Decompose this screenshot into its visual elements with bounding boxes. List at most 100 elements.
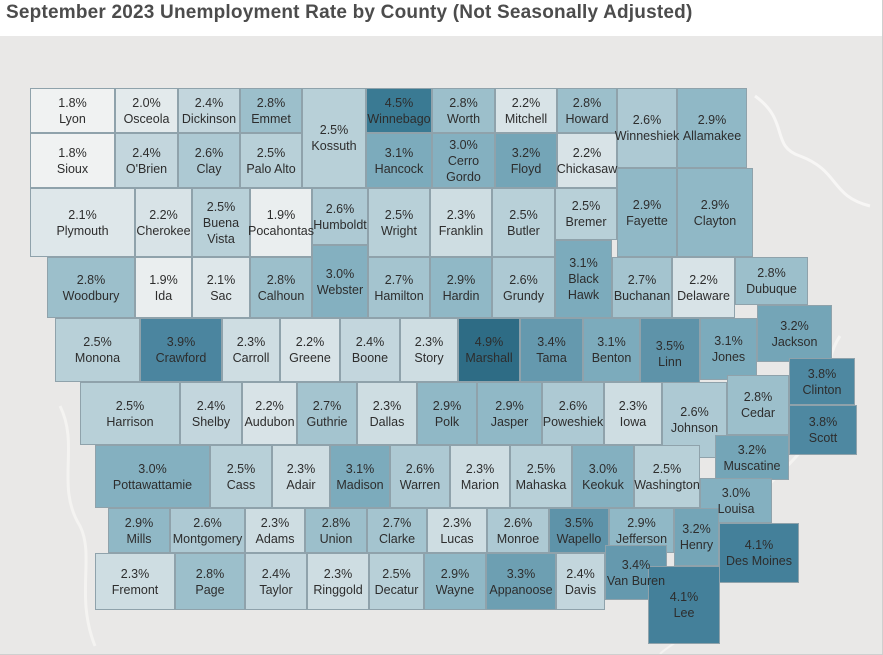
- county-buena-vista[interactable]: 2.5% Buena Vista: [192, 188, 250, 257]
- county-chickasaw[interactable]: 2.2% Chickasaw: [557, 133, 617, 188]
- county-page[interactable]: 2.8% Page: [175, 553, 245, 610]
- county-fayette[interactable]: 2.9% Fayette: [617, 168, 677, 257]
- county-ringgold[interactable]: 2.3% Ringgold: [307, 553, 369, 610]
- county-carroll[interactable]: 2.3% Carroll: [222, 318, 280, 382]
- county-jasper[interactable]: 2.9% Jasper: [477, 382, 542, 445]
- county-sioux[interactable]: 1.8% Sioux: [30, 133, 115, 188]
- county-polk[interactable]: 2.9% Polk: [417, 382, 477, 445]
- county-davis[interactable]: 2.4% Davis: [556, 553, 605, 610]
- county-monroe[interactable]: 2.6% Monroe: [487, 508, 549, 553]
- county-crawford[interactable]: 3.9% Crawford: [140, 318, 222, 382]
- county-wapello[interactable]: 3.5% Wapello: [549, 508, 609, 553]
- county-appanoose[interactable]: 3.3% Appanoose: [486, 553, 556, 610]
- county-boone[interactable]: 2.4% Boone: [340, 318, 400, 382]
- county-shelby[interactable]: 2.4% Shelby: [180, 382, 242, 445]
- county-clarke[interactable]: 2.7% Clarke: [367, 508, 427, 553]
- county-clinton[interactable]: 3.8% Clinton: [789, 358, 855, 405]
- county-harrison[interactable]: 2.5% Harrison: [80, 382, 180, 445]
- county-humboldt[interactable]: 2.6% Humboldt: [312, 188, 368, 245]
- county-delaware[interactable]: 2.2% Delaware: [672, 257, 735, 318]
- county-winnebago[interactable]: 4.5% Winnebago: [366, 88, 432, 133]
- county-palo-alto[interactable]: 2.5% Palo Alto: [240, 133, 302, 188]
- county-plymouth[interactable]: 2.1% Plymouth: [30, 188, 135, 257]
- county-ida[interactable]: 1.9% Ida: [135, 257, 192, 318]
- county-poweshiek[interactable]: 2.6% Poweshiek: [542, 382, 604, 445]
- county-lyon[interactable]: 1.8% Lyon: [30, 88, 115, 133]
- county-woodbury[interactable]: 2.8% Woodbury: [47, 257, 135, 318]
- county-iowa[interactable]: 2.3% Iowa: [604, 382, 662, 445]
- county-lee[interactable]: 4.1% Lee: [648, 566, 720, 644]
- county-wright[interactable]: 2.5% Wright: [368, 188, 430, 257]
- county-pottawattamie[interactable]: 3.0% Pottawattamie: [95, 445, 210, 508]
- county-tama[interactable]: 3.4% Tama: [520, 318, 583, 382]
- county-taylor[interactable]: 2.4% Taylor: [245, 553, 307, 610]
- county-keokuk[interactable]: 3.0% Keokuk: [572, 445, 634, 508]
- county-worth[interactable]: 2.8% Worth: [432, 88, 495, 133]
- county-decatur[interactable]: 2.5% Decatur: [369, 553, 424, 610]
- county-mitchell[interactable]: 2.2% Mitchell: [495, 88, 557, 133]
- county-sac[interactable]: 2.1% Sac: [192, 257, 250, 318]
- county-lucas[interactable]: 2.3% Lucas: [427, 508, 487, 553]
- county-mahaska[interactable]: 2.5% Mahaska: [510, 445, 572, 508]
- county-washington[interactable]: 2.5% Washington: [634, 445, 700, 508]
- county-dallas[interactable]: 2.3% Dallas: [357, 382, 417, 445]
- county-webster[interactable]: 3.0% Webster: [312, 245, 368, 318]
- county-floyd[interactable]: 3.2% Floyd: [495, 133, 557, 188]
- county-emmet[interactable]: 2.8% Emmet: [240, 88, 302, 133]
- county-greene[interactable]: 2.2% Greene: [280, 318, 340, 382]
- county-winneshiek[interactable]: 2.6% Winneshiek: [615, 88, 679, 168]
- county-kossuth[interactable]: 2.5% Kossuth: [302, 88, 366, 188]
- county-madison[interactable]: 3.1% Madison: [330, 445, 390, 508]
- county-linn[interactable]: 3.5% Linn: [640, 318, 700, 390]
- county-bremer[interactable]: 2.5% Bremer: [555, 188, 617, 240]
- county-buchanan[interactable]: 2.7% Buchanan: [612, 257, 672, 318]
- county-allamakee[interactable]: 2.9% Allamakee: [677, 88, 747, 168]
- county-osceola[interactable]: 2.0% Osceola: [115, 88, 178, 133]
- county-adair[interactable]: 2.3% Adair: [272, 445, 330, 508]
- county-van-buren[interactable]: 3.4% Van Buren: [605, 545, 667, 600]
- county-louisa[interactable]: 3.0% Louisa: [700, 478, 772, 523]
- county-pocahontas[interactable]: 1.9% Pocahontas: [248, 188, 314, 257]
- county-jones[interactable]: 3.1% Jones: [700, 318, 757, 380]
- county-audubon[interactable]: 2.2% Audubon: [242, 382, 297, 445]
- county-fremont[interactable]: 2.3% Fremont: [95, 553, 175, 610]
- county-hardin[interactable]: 2.9% Hardin: [430, 257, 492, 318]
- county-grundy[interactable]: 2.6% Grundy: [492, 257, 555, 318]
- county-marshall[interactable]: 4.9% Marshall: [458, 318, 520, 382]
- county-cedar[interactable]: 2.8% Cedar: [727, 375, 789, 435]
- county-dickinson[interactable]: 2.4% Dickinson: [178, 88, 240, 133]
- county-cass[interactable]: 2.5% Cass: [210, 445, 272, 508]
- county-marion[interactable]: 2.3% Marion: [450, 445, 510, 508]
- county-cherokee[interactable]: 2.2% Cherokee: [135, 188, 192, 257]
- county-clay[interactable]: 2.6% Clay: [178, 133, 240, 188]
- county-clayton[interactable]: 2.9% Clayton: [677, 168, 753, 257]
- county-warren[interactable]: 2.6% Warren: [390, 445, 450, 508]
- county-obrien[interactable]: 2.4% O'Brien: [115, 133, 178, 188]
- county-montgomery[interactable]: 2.6% Montgomery: [170, 508, 245, 553]
- county-benton[interactable]: 3.1% Benton: [583, 318, 640, 382]
- county-adams[interactable]: 2.3% Adams: [245, 508, 305, 553]
- county-story[interactable]: 2.3% Story: [400, 318, 458, 382]
- county-guthrie[interactable]: 2.7% Guthrie: [297, 382, 357, 445]
- county-henry[interactable]: 3.2% Henry: [674, 508, 719, 566]
- county-label: 2.5% Buena Vista: [189, 199, 253, 247]
- county-calhoun[interactable]: 2.8% Calhoun: [250, 257, 312, 318]
- county-hamilton[interactable]: 2.7% Hamilton: [368, 257, 430, 318]
- county-hancock[interactable]: 3.1% Hancock: [366, 133, 432, 188]
- county-union[interactable]: 2.8% Union: [305, 508, 367, 553]
- county-des-moines[interactable]: 4.1% Des Moines: [719, 523, 799, 583]
- county-franklin[interactable]: 2.3% Franklin: [430, 188, 492, 257]
- county-cerro-gordo[interactable]: 3.0% Cerro Gordo: [432, 133, 495, 188]
- county-label: 2.5% Monona: [52, 334, 143, 366]
- county-mills[interactable]: 2.9% Mills: [108, 508, 170, 553]
- county-dubuque[interactable]: 2.8% Dubuque: [735, 257, 808, 305]
- county-wayne[interactable]: 2.9% Wayne: [424, 553, 486, 610]
- county-jackson[interactable]: 3.2% Jackson: [757, 305, 832, 362]
- county-black-hawk[interactable]: 3.1% Black Hawk: [555, 240, 612, 318]
- county-howard[interactable]: 2.8% Howard: [557, 88, 617, 133]
- county-butler[interactable]: 2.5% Butler: [492, 188, 555, 257]
- county-scott[interactable]: 3.8% Scott: [789, 405, 857, 455]
- county-jefferson[interactable]: 2.9% Jefferson: [609, 508, 674, 553]
- county-monona[interactable]: 2.5% Monona: [55, 318, 140, 382]
- county-muscatine[interactable]: 3.2% Muscatine: [715, 435, 789, 480]
